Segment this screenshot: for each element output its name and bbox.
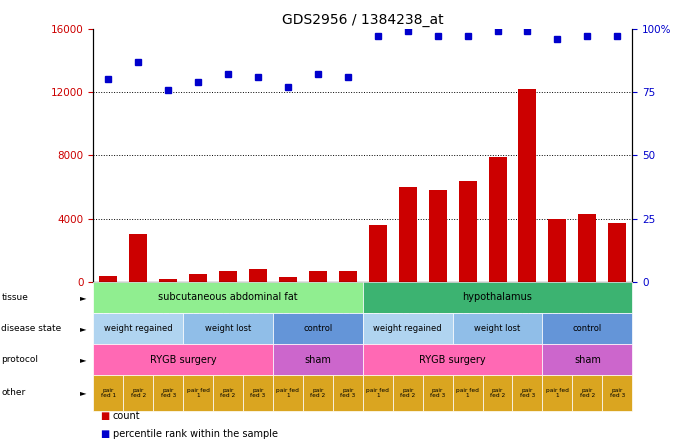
Text: pair
fed 1: pair fed 1 (101, 388, 116, 398)
Bar (459, 181, 477, 282)
Text: pair
fed 2: pair fed 2 (400, 388, 415, 398)
Text: pair
fed 3: pair fed 3 (160, 388, 176, 398)
Bar (100, 276, 117, 282)
Text: pair fed
1: pair fed 1 (276, 388, 299, 398)
Bar (549, 219, 567, 282)
Text: pair
fed 2: pair fed 2 (580, 388, 595, 398)
Bar (399, 187, 417, 282)
Bar (339, 271, 357, 282)
Text: GDS2956 / 1384238_at: GDS2956 / 1384238_at (282, 13, 444, 28)
Text: pair
fed 3: pair fed 3 (609, 388, 625, 398)
Text: pair
fed 3: pair fed 3 (340, 388, 355, 398)
Bar (608, 223, 626, 282)
Text: ►: ► (79, 355, 86, 364)
Bar (369, 225, 387, 282)
Text: count: count (113, 412, 140, 421)
Text: ►: ► (79, 293, 86, 302)
Text: pair fed
1: pair fed 1 (366, 388, 389, 398)
Bar (489, 157, 507, 282)
Text: sham: sham (305, 355, 331, 365)
Text: weight regained: weight regained (104, 324, 173, 333)
Text: ■: ■ (100, 429, 109, 439)
Text: tissue: tissue (1, 293, 28, 302)
Bar (518, 89, 536, 282)
Text: control: control (573, 324, 602, 333)
Text: pair
fed 2: pair fed 2 (131, 388, 146, 398)
Bar (159, 279, 177, 282)
Text: sham: sham (574, 355, 600, 365)
Bar (309, 271, 327, 282)
Bar (578, 214, 596, 282)
Text: other: other (1, 388, 26, 397)
Text: RYGB surgery: RYGB surgery (419, 355, 486, 365)
Text: pair
fed 2: pair fed 2 (220, 388, 236, 398)
Text: pair
fed 2: pair fed 2 (490, 388, 505, 398)
Bar (219, 271, 237, 282)
Text: pair fed
1: pair fed 1 (187, 388, 209, 398)
Text: disease state: disease state (1, 324, 61, 333)
Text: pair
fed 3: pair fed 3 (250, 388, 265, 398)
Text: ►: ► (79, 388, 86, 397)
Text: pair fed
1: pair fed 1 (546, 388, 569, 398)
Text: hypothalamus: hypothalamus (462, 293, 533, 302)
Text: ■: ■ (100, 412, 109, 421)
Text: weight lost: weight lost (475, 324, 520, 333)
Text: pair
fed 2: pair fed 2 (310, 388, 325, 398)
Text: pair fed
1: pair fed 1 (456, 388, 479, 398)
Bar (129, 234, 147, 282)
Bar (249, 269, 267, 282)
Text: subcutaneous abdominal fat: subcutaneous abdominal fat (158, 293, 298, 302)
Text: pair
fed 3: pair fed 3 (430, 388, 445, 398)
Text: pair
fed 3: pair fed 3 (520, 388, 535, 398)
Text: RYGB surgery: RYGB surgery (150, 355, 216, 365)
Text: control: control (303, 324, 332, 333)
Bar (189, 274, 207, 282)
Text: weight lost: weight lost (205, 324, 251, 333)
Text: protocol: protocol (1, 355, 39, 364)
Text: weight regained: weight regained (373, 324, 442, 333)
Bar (428, 190, 446, 282)
Text: ►: ► (79, 324, 86, 333)
Bar (279, 277, 297, 282)
Text: percentile rank within the sample: percentile rank within the sample (113, 429, 278, 439)
